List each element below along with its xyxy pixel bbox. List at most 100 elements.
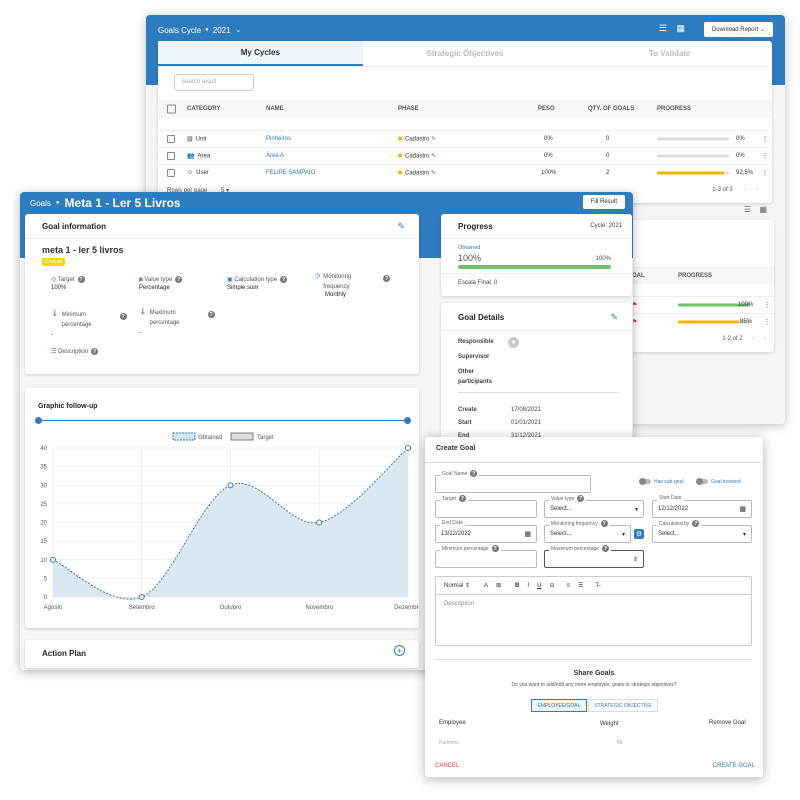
description-editor[interactable]: Normal ⇕ A ⊠ B I U ⊖ ≡ ☰ T̶ Description xyxy=(435,576,752,646)
more-icon[interactable]: ⋮ xyxy=(764,302,770,309)
goal-inverted-toggle[interactable]: Goal inverted xyxy=(696,478,741,486)
max-label: Maximum percentage xyxy=(149,310,180,326)
row-name[interactable]: Área A xyxy=(266,153,285,159)
help-icon[interactable]: ? xyxy=(207,311,215,318)
text-color-icon[interactable]: A xyxy=(484,582,489,589)
range-slider-start-handle[interactable] xyxy=(35,417,42,424)
breadcrumb-goals[interactable]: Goals xyxy=(30,198,51,208)
pagination-text: 1-3 of 3 xyxy=(712,187,733,193)
table-row[interactable]: 👥 Area Área A Cadastro ✎ 0% 0 0% ⋮ xyxy=(158,147,772,164)
prev-page-icon[interactable]: ‹ xyxy=(752,336,755,342)
underline-icon[interactable]: U xyxy=(537,582,542,589)
fill-result-button[interactable]: Fill Result xyxy=(582,195,625,209)
pencil-icon[interactable]: ✎ xyxy=(397,221,405,231)
format-select[interactable]: Normal ⇕ xyxy=(444,583,471,589)
data-point xyxy=(138,594,145,600)
goal-details-panel: Goal Details ✎ Responsible ● Supervisor … xyxy=(441,303,632,453)
chevron-down-icon[interactable]: ⌄ xyxy=(235,27,242,34)
next-page-icon[interactable]: › xyxy=(764,336,766,342)
settings-icon[interactable]: ⚙ xyxy=(634,529,644,539)
max-percentage-input[interactable]: ⇕ xyxy=(544,550,644,568)
row-checkbox[interactable] xyxy=(167,135,175,143)
cancel-button[interactable]: CANCEL xyxy=(435,763,460,769)
table-row[interactable]: ☺ User FELIPE SAMPAIO Cadastro ✎ 100% 2 9… xyxy=(158,164,772,181)
details-heading: Goal Details xyxy=(458,313,505,322)
tab-my-cycles[interactable]: My Cycles xyxy=(158,41,363,66)
grid-view-icon[interactable]: ▦ xyxy=(759,205,767,214)
range-slider[interactable] xyxy=(38,420,407,421)
start-date-input[interactable]: 12/12/2022 ▦ xyxy=(652,500,752,518)
pencil-icon[interactable]: ✎ xyxy=(431,136,437,143)
calculated-by-select[interactable]: Select... ▾ xyxy=(652,525,752,543)
end-date-label: End Date xyxy=(440,520,465,526)
pencil-icon[interactable]: ✎ xyxy=(610,312,618,322)
user-icon: ☺ xyxy=(187,170,194,176)
help-icon[interactable]: ? xyxy=(600,520,608,527)
row-checkbox[interactable] xyxy=(167,152,175,160)
strategic-objective-button[interactable]: STRATEGIC OBJECTIVE xyxy=(588,699,658,712)
next-page-icon[interactable]: › xyxy=(756,187,758,193)
list-view-icon[interactable]: ☰ xyxy=(658,23,667,33)
target-input[interactable] xyxy=(435,500,537,518)
strike-icon[interactable]: ⊖ xyxy=(549,583,555,589)
create-goal-button[interactable]: CREATE GOAL xyxy=(712,763,755,769)
help-icon[interactable]: ? xyxy=(491,545,499,552)
more-icon[interactable]: ⋮ xyxy=(762,136,768,143)
bold-icon[interactable]: B xyxy=(515,582,520,589)
calendar-icon[interactable]: ▦ xyxy=(524,531,531,538)
monitoring-label: Monitoring frequency xyxy=(323,274,352,290)
end-date-input[interactable]: 13/12/2022 ▦ xyxy=(435,525,537,543)
row-progress-value: 100% xyxy=(738,302,754,308)
has-subgoal-toggle[interactable]: Has sub-goal xyxy=(639,478,683,486)
clear-format-icon[interactable]: ⊠ xyxy=(496,583,502,589)
help-icon[interactable]: ? xyxy=(383,275,391,282)
monitoring-select[interactable]: Select... ▾ xyxy=(544,525,631,543)
help-icon[interactable]: ? xyxy=(280,276,288,283)
search-input[interactable]: Search result xyxy=(174,74,254,91)
status-badge: Criação xyxy=(42,258,66,266)
help-icon[interactable]: ? xyxy=(577,495,585,502)
employee-input[interactable]: Padrinho xyxy=(439,740,460,746)
calculated-by-label: Calculated by? xyxy=(657,520,702,527)
value-type-label: Value type? xyxy=(549,495,587,502)
range-slider-end-handle[interactable] xyxy=(404,417,411,424)
calendar-icon[interactable]: ▦ xyxy=(739,506,746,513)
employee-goal-button[interactable]: EMPLOYEE/GOAL xyxy=(531,699,587,712)
min-percentage-input[interactable] xyxy=(435,550,537,568)
more-icon[interactable]: ⋮ xyxy=(762,153,768,160)
italic-icon[interactable]: I xyxy=(527,582,530,589)
row-name[interactable]: FELIPE SAMPAIO xyxy=(266,170,316,176)
table-row[interactable]: ▥ Unit Pinheiros Cadastro ✎ 0% 0 0% ⋮ xyxy=(158,130,772,147)
remove-format-icon[interactable]: T̶ xyxy=(595,582,600,589)
more-icon[interactable]: ⋮ xyxy=(764,319,770,326)
ordered-list-icon[interactable]: ≡ xyxy=(566,582,570,589)
grid-view-icon[interactable]: ▦ xyxy=(676,23,685,33)
row-name[interactable]: Pinheiros xyxy=(266,136,292,142)
list-view-icon[interactable]: ☰ xyxy=(743,205,751,214)
select-all-checkbox[interactable] xyxy=(167,104,176,114)
value-type-select[interactable]: Select... ▾ xyxy=(544,500,644,518)
action-plan-panel: Action Plan + xyxy=(25,640,419,668)
help-icon[interactable]: ? xyxy=(91,348,99,355)
add-circle-icon[interactable]: + xyxy=(394,645,405,656)
tab-to-validate[interactable]: To Validate xyxy=(648,49,691,58)
more-icon[interactable]: ⋮ xyxy=(762,170,768,177)
help-icon[interactable]: ? xyxy=(602,545,610,552)
bullet-list-icon[interactable]: ☰ xyxy=(578,583,584,589)
row-checkbox[interactable] xyxy=(167,169,175,177)
stepper-icon[interactable]: ⇕ xyxy=(632,556,638,563)
pencil-icon[interactable]: ✎ xyxy=(431,170,437,177)
rows-per-page-select[interactable]: 5 ▾ xyxy=(221,188,230,194)
help-icon[interactable]: ? xyxy=(77,276,85,283)
help-icon[interactable]: ? xyxy=(692,520,700,527)
tab-strategic-objectives[interactable]: Strategic Objectives xyxy=(426,49,504,58)
download-report-button[interactable]: Download Report ⌄ xyxy=(703,22,773,37)
help-icon[interactable]: ? xyxy=(470,470,478,477)
prev-page-icon[interactable]: ‹ xyxy=(744,187,747,193)
goal-name-input[interactable] xyxy=(435,475,591,493)
help-icon[interactable]: ? xyxy=(175,276,183,283)
pencil-icon[interactable]: ✎ xyxy=(431,153,437,160)
help-icon[interactable]: ? xyxy=(458,495,466,502)
help-icon[interactable]: ? xyxy=(119,313,127,320)
cycle-selector[interactable]: Goals Cycle ● 2021 ⌄ xyxy=(146,15,785,45)
